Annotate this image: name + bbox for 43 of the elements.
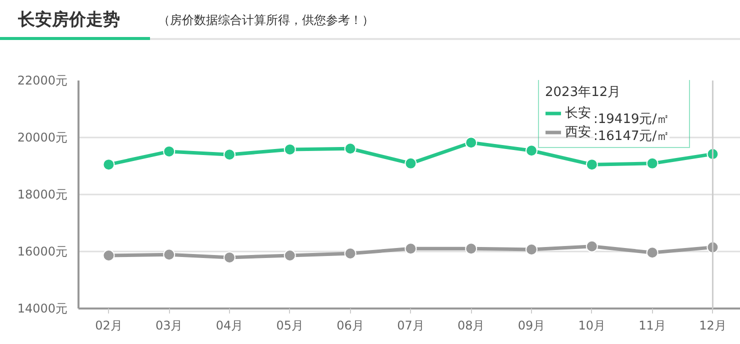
x-tick-label: 04月	[216, 318, 244, 332]
y-tick-label: 14000元	[17, 302, 68, 316]
point	[586, 240, 598, 252]
point	[586, 158, 598, 171]
x-tick-label: 08月	[457, 318, 485, 332]
legend-label: 西安	[565, 125, 591, 140]
point	[646, 246, 658, 259]
point	[344, 142, 356, 155]
x-tick-label: 10月	[578, 318, 606, 332]
x-tick-label: 06月	[336, 318, 364, 332]
point	[526, 144, 538, 157]
x-tick-label: 05月	[276, 318, 304, 332]
legend-title: 2023年12月	[545, 84, 622, 101]
point	[163, 248, 176, 261]
x-tick-label: 07月	[397, 318, 424, 332]
point	[284, 143, 296, 156]
x-tick-label: 02月	[95, 318, 122, 332]
y-tick-label: 20000元	[17, 130, 68, 144]
point	[284, 250, 296, 262]
point	[404, 157, 417, 170]
chart-title: 长安房价走势	[18, 9, 120, 32]
point	[102, 158, 115, 171]
point	[163, 145, 176, 158]
point	[404, 242, 417, 255]
chart-subtitle: （房价数据综合计算所得，供您参考！）	[158, 12, 374, 29]
y-tick-label: 16000元	[17, 244, 68, 258]
y-tick-label: 18000元	[17, 188, 68, 202]
point	[344, 248, 356, 260]
point	[465, 136, 478, 149]
point	[102, 250, 115, 262]
point	[465, 242, 478, 255]
point	[526, 244, 538, 256]
point	[224, 251, 236, 264]
x-tick-label: 12月	[699, 318, 726, 332]
point	[224, 148, 236, 161]
x-tick-label: 11月	[638, 318, 666, 332]
point	[646, 157, 658, 170]
annotation: :16147元/㎡	[594, 129, 670, 144]
legend-label: 长安	[565, 106, 591, 121]
x-tick-label: 03月	[155, 318, 183, 332]
x-tick-label: 09月	[518, 318, 546, 332]
y-tick-label: 22000元	[17, 74, 68, 88]
annotation: :19419元/㎡	[594, 112, 670, 127]
